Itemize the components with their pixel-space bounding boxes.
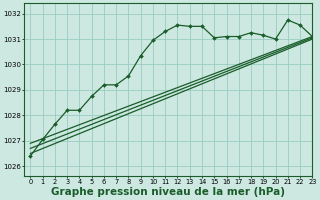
X-axis label: Graphe pression niveau de la mer (hPa): Graphe pression niveau de la mer (hPa) [51, 187, 285, 197]
